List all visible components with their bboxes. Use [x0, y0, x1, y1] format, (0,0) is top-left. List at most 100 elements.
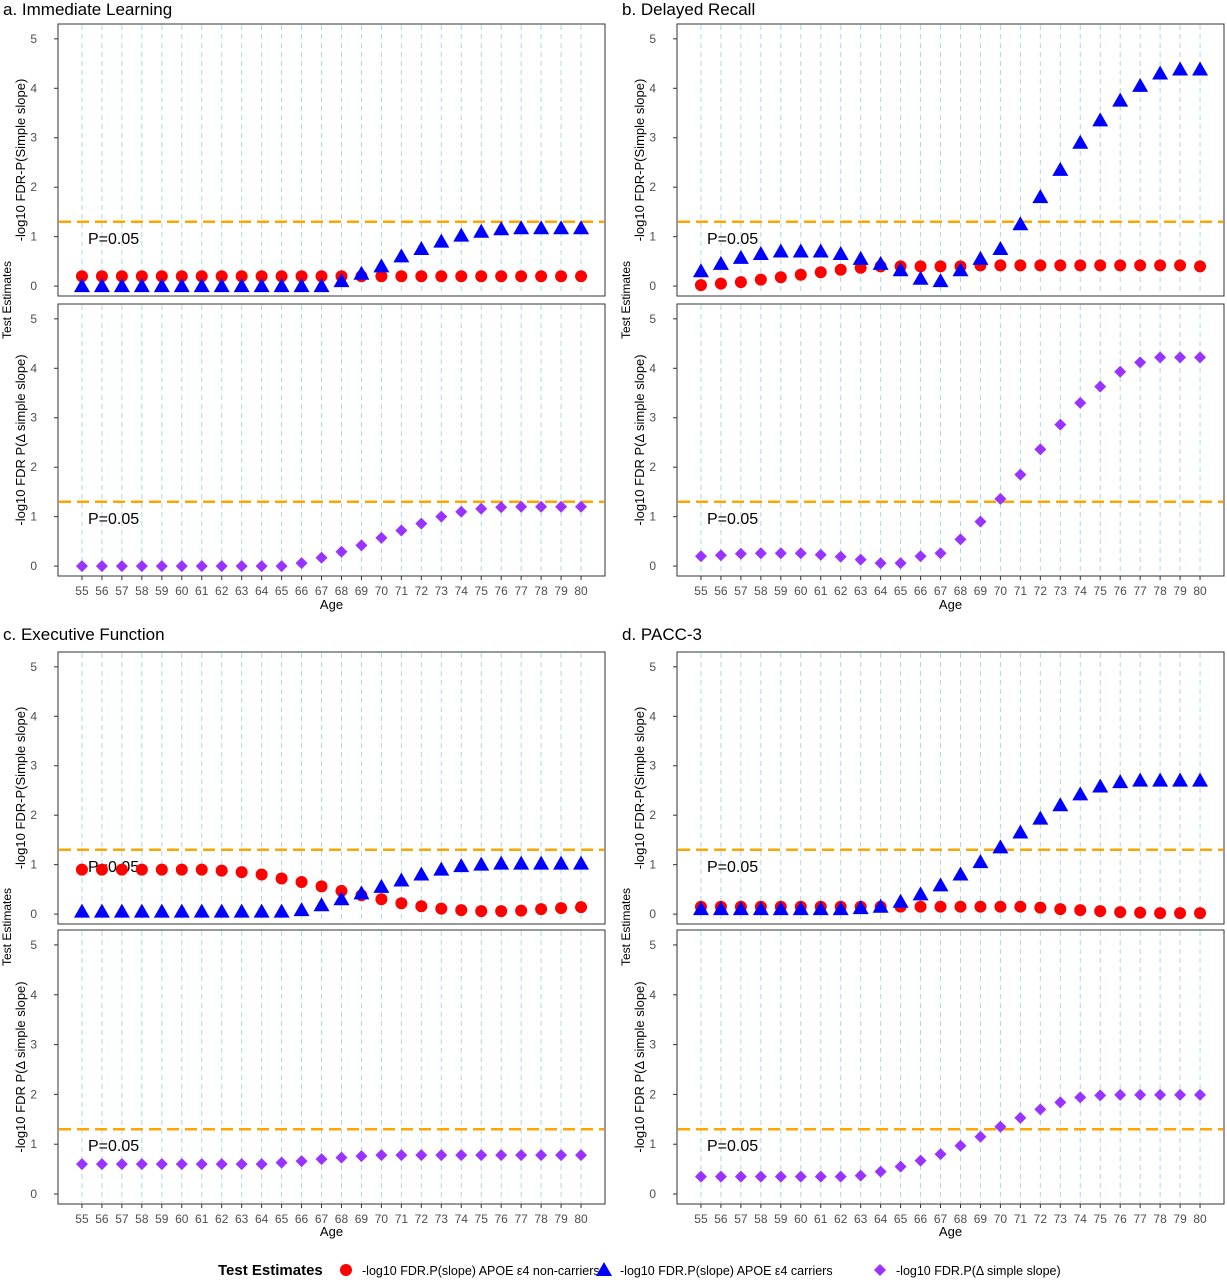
y-tick-label: 4: [30, 361, 37, 375]
data-point-delta: [155, 560, 168, 573]
y-axis-label: -log10 FDR-P(Simple slope): [632, 79, 647, 242]
data-point-carriers: [313, 278, 330, 293]
x-tick-label: 70: [994, 1212, 1008, 1226]
y-tick-label: 3: [30, 411, 37, 425]
data-point-non-carriers: [335, 884, 348, 897]
data-point-carriers: [772, 901, 789, 916]
data-point-carriers: [952, 262, 969, 277]
data-point-delta: [555, 500, 568, 513]
data-point-non-carriers: [515, 904, 528, 917]
data-point-delta: [1154, 1088, 1167, 1101]
data-point-carriers: [113, 278, 130, 293]
data-point-delta: [135, 1158, 148, 1171]
y-tick-label: 2: [30, 460, 37, 474]
y-tick-label: 1: [649, 1137, 656, 1151]
y-tick-label: 2: [649, 180, 656, 194]
data-point-carriers: [872, 898, 889, 913]
data-point-carriers: [752, 901, 769, 916]
x-tick-label: 65: [275, 1212, 289, 1226]
data-point-delta: [714, 1170, 727, 1183]
data-point-non-carriers: [1154, 907, 1167, 920]
y-axis-shared-label: Test Estimates: [619, 261, 633, 339]
data-point-non-carriers: [435, 902, 448, 915]
y-tick-label: 1: [649, 230, 656, 244]
data-point-non-carriers: [1014, 900, 1027, 913]
x-tick-label: 77: [514, 1212, 528, 1226]
data-point-non-carriers: [974, 900, 987, 913]
data-point-carriers: [1152, 772, 1169, 787]
threshold-label: P=0.05: [707, 511, 758, 528]
data-point-carriers: [453, 227, 470, 242]
data-point-non-carriers: [794, 268, 807, 281]
x-tick-label: 58: [135, 1212, 149, 1226]
data-point-delta: [994, 492, 1007, 505]
data-point-non-carriers: [734, 276, 747, 289]
y-tick-label: 3: [30, 1038, 37, 1052]
data-point-carriers: [1032, 189, 1049, 204]
x-tick-label: 71: [1014, 584, 1028, 598]
data-point-delta: [335, 545, 348, 558]
data-point-delta: [694, 1170, 707, 1183]
panel-frame: [676, 303, 1225, 577]
y-tick-label: 3: [30, 759, 37, 773]
data-point-carriers: [752, 245, 769, 260]
x-tick-label: 66: [914, 584, 928, 598]
data-point-carriers: [313, 897, 330, 912]
y-tick-label: 4: [649, 709, 656, 723]
data-point-non-carriers: [575, 270, 588, 283]
panel-title: c. Executive Function: [3, 625, 165, 644]
y-tick-label: 2: [649, 460, 656, 474]
data-point-non-carriers: [275, 270, 288, 283]
y-tick-label: 1: [30, 230, 37, 244]
y-axis-label: -log10 FDR P(Δ simple slope): [632, 354, 647, 525]
y-tick-label: 5: [649, 938, 656, 952]
legend-item-label: -log10 FDR.P(slope) APOE ε4 non-carriers: [362, 1264, 600, 1278]
data-point-non-carriers: [275, 872, 288, 885]
y-axis-shared-label: Test Estimates: [0, 261, 14, 339]
y-tick-label: 5: [649, 312, 656, 326]
data-point-carriers: [1012, 216, 1029, 231]
data-point-delta: [235, 1158, 248, 1171]
data-point-carriers: [892, 893, 909, 908]
data-point-carriers: [792, 243, 809, 258]
y-axis-label: -log10 FDR-P(Simple slope): [13, 707, 28, 870]
data-point-carriers: [193, 903, 210, 918]
data-point-carriers: [792, 901, 809, 916]
panel-frame: [57, 929, 606, 1205]
data-point-carriers: [173, 278, 190, 293]
y-tick-label: 0: [30, 279, 37, 293]
data-point-carriers: [812, 901, 829, 916]
threshold-label: P=0.05: [88, 859, 139, 876]
data-point-carriers: [513, 855, 530, 870]
data-point-carriers: [932, 273, 949, 288]
y-axis-label: -log10 FDR-P(Simple slope): [13, 79, 28, 242]
x-tick-label: 66: [295, 1212, 309, 1226]
data-point-non-carriers: [375, 270, 388, 283]
data-point-non-carriers: [455, 270, 468, 283]
y-tick-label: 4: [649, 988, 656, 1002]
data-point-non-carriers: [1194, 907, 1207, 920]
data-point-non-carriers: [1194, 260, 1207, 273]
data-point-delta: [894, 557, 907, 570]
data-point-non-carriers: [155, 863, 168, 876]
data-point-non-carriers: [1094, 905, 1107, 918]
x-tick-label: 77: [1133, 1212, 1147, 1226]
subpanel-bottom: 0 1 2 3 4 5 -log10 FDR P(Δ simple slope) P=0.05: [632, 929, 1225, 1205]
data-point-delta: [435, 510, 448, 523]
y-tick-label: 3: [649, 759, 656, 773]
data-point-non-carriers: [754, 273, 767, 286]
data-point-delta: [1094, 1089, 1107, 1102]
data-point-delta: [714, 549, 727, 562]
data-point-carriers: [1192, 772, 1209, 787]
data-point-delta: [575, 1149, 588, 1162]
data-point-delta: [215, 560, 228, 573]
data-point-non-carriers: [515, 270, 528, 283]
data-point-non-carriers: [315, 880, 328, 893]
data-point-delta: [854, 553, 867, 566]
chart-panel: d. PACC-3 Test Estimates 0 1 2 3 4 5 -log10 FDR-…: [619, 625, 1225, 1239]
data-point-carriers: [912, 886, 929, 901]
x-tick-label: 58: [754, 1212, 768, 1226]
data-point-carriers: [353, 265, 370, 280]
data-point-non-carriers: [215, 270, 228, 283]
data-point-carriers: [413, 241, 430, 256]
